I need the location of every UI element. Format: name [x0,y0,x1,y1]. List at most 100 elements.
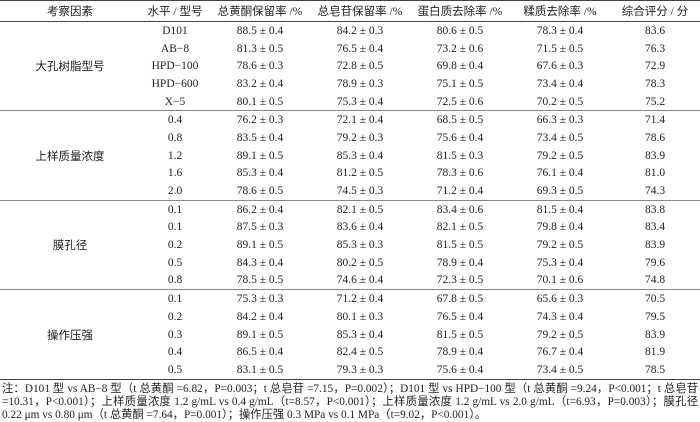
value-cell: 75.6 ± 0.4 [436,131,484,144]
value-cell: 79.2 ± 0.5 [536,328,584,341]
value-cell: 73.4 ± 0.5 [536,131,584,144]
value-cell: 72.3 ± 0.5 [410,271,510,291]
value-cell: 79.2 ± 0.5 [536,239,584,252]
header-cell: 总黄酮保留率 /% [210,0,310,22]
value-cell: 81.0 [644,167,666,180]
table-row: 上样质量浓度 0.4 76.2 ± 0.3 72.1 ± 0.4 68.5 ± 0.5 6… [0,110,700,201]
row-group: 操作压强 0.1 75.3 ± 0.3 71.2 ± 0.4 67.8 ± 0.5 65.… [0,289,700,380]
value-cell: 82.4 ± 0.5 [336,346,384,359]
value-cell: 79.2 ± 0.3 [336,131,384,144]
value-cell: 78.9 ± 0.4 [436,256,484,269]
value-cell: 81.5 ± 0.5 [436,328,484,341]
level-cell: 2.0 [140,182,210,201]
value-cell: 83.8 [644,203,666,216]
value-cell: 88.5 ± 0.4 [236,24,284,37]
table-row: X−5 80.1 ± 0.5 75.3 ± 0.4 72.5 ± 0.6 70.2 ± … [0,92,700,112]
value-cell: 72.8 ± 0.5 [336,60,384,73]
level-cell: HPD−100 [151,60,199,73]
value-cell: 72.1 ± 0.4 [336,114,384,127]
value-cell: 78.6 ± 0.5 [210,182,310,201]
value-cell: 76.5 ± 0.4 [436,310,484,323]
header-cell: 蛋白质去除率 /% [410,0,510,22]
value-cell: 86.2 ± 0.4 [236,203,284,216]
value-cell: 72.9 [644,60,666,73]
value-cell: 84.2 ± 0.4 [236,310,284,323]
level-cell: 0.2 [167,310,183,323]
level-cell: 0.1 [167,203,183,216]
level-cell: 0.1 [167,221,183,234]
table-row: 0.2 84.2 ± 0.4 80.1 ± 0.3 76.5 ± 0.4 74.3 ± … [0,308,700,326]
table-row: 0.8 78.5 ± 0.5 74.6 ± 0.4 72.3 ± 0.5 70.1 ± … [0,271,700,291]
value-cell: 85.3 ± 0.4 [236,167,284,180]
value-cell: 67.6 ± 0.3 [536,60,584,73]
value-cell: 80.1 ± 0.3 [336,310,384,323]
level-cell: 0.5 [167,256,183,269]
value-cell: 74.8 [610,271,700,291]
value-cell: 84.3 ± 0.4 [236,256,284,269]
row-group: 大孔树脂型号 D101 88.5 ± 0.4 84.2 ± 0.3 80.6 ± 0.5… [0,21,700,112]
table-row: 0.2 89.1 ± 0.5 85.3 ± 0.3 81.5 ± 0.5 79.2 ± … [0,236,700,254]
value-cell: 69.3 ± 0.5 [510,182,610,201]
level-cell: D101 [162,24,188,37]
value-cell: 86.5 ± 0.4 [236,346,284,359]
level-cell: 0.1 [167,293,183,306]
value-cell: 76.3 [644,42,666,55]
value-cell: 71.2 ± 0.4 [336,293,384,306]
value-cell: 85.3 ± 0.3 [336,239,384,252]
table-row: 0.1 87.5 ± 0.3 83.6 ± 0.4 82.1 ± 0.5 79.8 ± … [0,219,700,237]
value-cell: 76.5 ± 0.4 [336,42,384,55]
value-cell: 78.5 [610,361,700,380]
value-cell: 75.3 ± 0.3 [236,293,284,306]
table-row: 操作压强 0.1 75.3 ± 0.3 71.2 ± 0.4 67.8 ± 0.5 65.… [0,289,700,380]
value-cell: 74.5 ± 0.3 [310,182,410,201]
level-cell: 0.2 [167,239,183,252]
value-cell: 66.3 ± 0.3 [536,114,584,127]
factor-cell: 膜孔径 [0,200,140,291]
value-cell: 83.5 ± 0.4 [236,131,284,144]
level-cell: AB−8 [160,42,190,55]
value-cell: 78.5 ± 0.5 [210,271,310,291]
value-cell: 73.2 ± 0.6 [436,42,484,55]
table-row: 0.8 83.5 ± 0.4 79.2 ± 0.3 75.6 ± 0.4 73.4 ± … [0,129,700,147]
value-cell: 89.1 ± 0.5 [236,149,284,162]
value-cell: 75.3 ± 0.4 [310,92,410,112]
table-row: HPD−600 83.2 ± 0.4 78.9 ± 0.3 75.1 ± 0.5 73.… [0,75,700,93]
level-cell: 0.8 [167,131,183,144]
value-cell: 78.3 ± 0.6 [436,167,484,180]
header-cell: 总皂苷保留率 /% [310,0,410,22]
level-cell: 0.3 [167,328,183,341]
value-cell: 69.8 ± 0.4 [436,60,484,73]
value-cell: 82.1 ± 0.5 [436,221,484,234]
value-cell: 65.6 ± 0.3 [536,293,584,306]
factor-cell: 操作压强 [0,289,140,380]
value-cell: 71.5 ± 0.5 [536,42,584,55]
value-cell: 87.5 ± 0.3 [236,221,284,234]
value-cell: 71.2 ± 0.4 [410,182,510,201]
factor-cell: 上样质量浓度 [0,110,140,201]
table-row: 1.6 85.3 ± 0.4 81.2 ± 0.5 78.3 ± 0.6 76.1 ± … [0,165,700,183]
table-row: 0.5 84.3 ± 0.4 80.2 ± 0.5 78.9 ± 0.4 75.3 ± … [0,254,700,272]
row-group: 膜孔径 0.1 86.2 ± 0.4 82.1 ± 0.5 83.4 ± 0.6 81.5… [0,200,700,291]
value-cell: 83.9 [644,239,666,252]
value-cell: 83.9 [644,328,666,341]
value-cell: 83.9 [644,149,666,162]
value-cell: 75.3 ± 0.4 [536,256,584,269]
header-cell: 综合评分 / 分 [610,0,700,22]
value-cell: 85.3 ± 0.4 [336,328,384,341]
value-cell: 67.8 ± 0.5 [436,293,484,306]
value-cell: 74.6 ± 0.4 [310,271,410,291]
value-cell: 79.5 [644,310,666,323]
value-cell: 70.2 ± 0.5 [510,92,610,112]
value-cell: 74.3 [610,182,700,201]
value-cell: 83.2 ± 0.4 [236,77,284,90]
value-cell: 81.5 ± 0.5 [436,239,484,252]
value-cell: 81.5 ± 0.3 [436,149,484,162]
value-cell: 75.1 ± 0.5 [436,77,484,90]
value-cell: 78.3 [644,77,666,90]
value-cell: 81.5 ± 0.4 [536,203,584,216]
table-row: AB−8 81.3 ± 0.5 76.5 ± 0.4 73.2 ± 0.6 71.5 ±… [0,40,700,58]
table-row: HPD−100 78.6 ± 0.3 72.8 ± 0.5 69.8 ± 0.4 67.… [0,57,700,75]
value-cell: 74.3 ± 0.4 [536,310,584,323]
table-note: 注：D101 型 vs AB−8 型（t 总黄酮 =6.82，P=0.003；t… [2,382,698,421]
